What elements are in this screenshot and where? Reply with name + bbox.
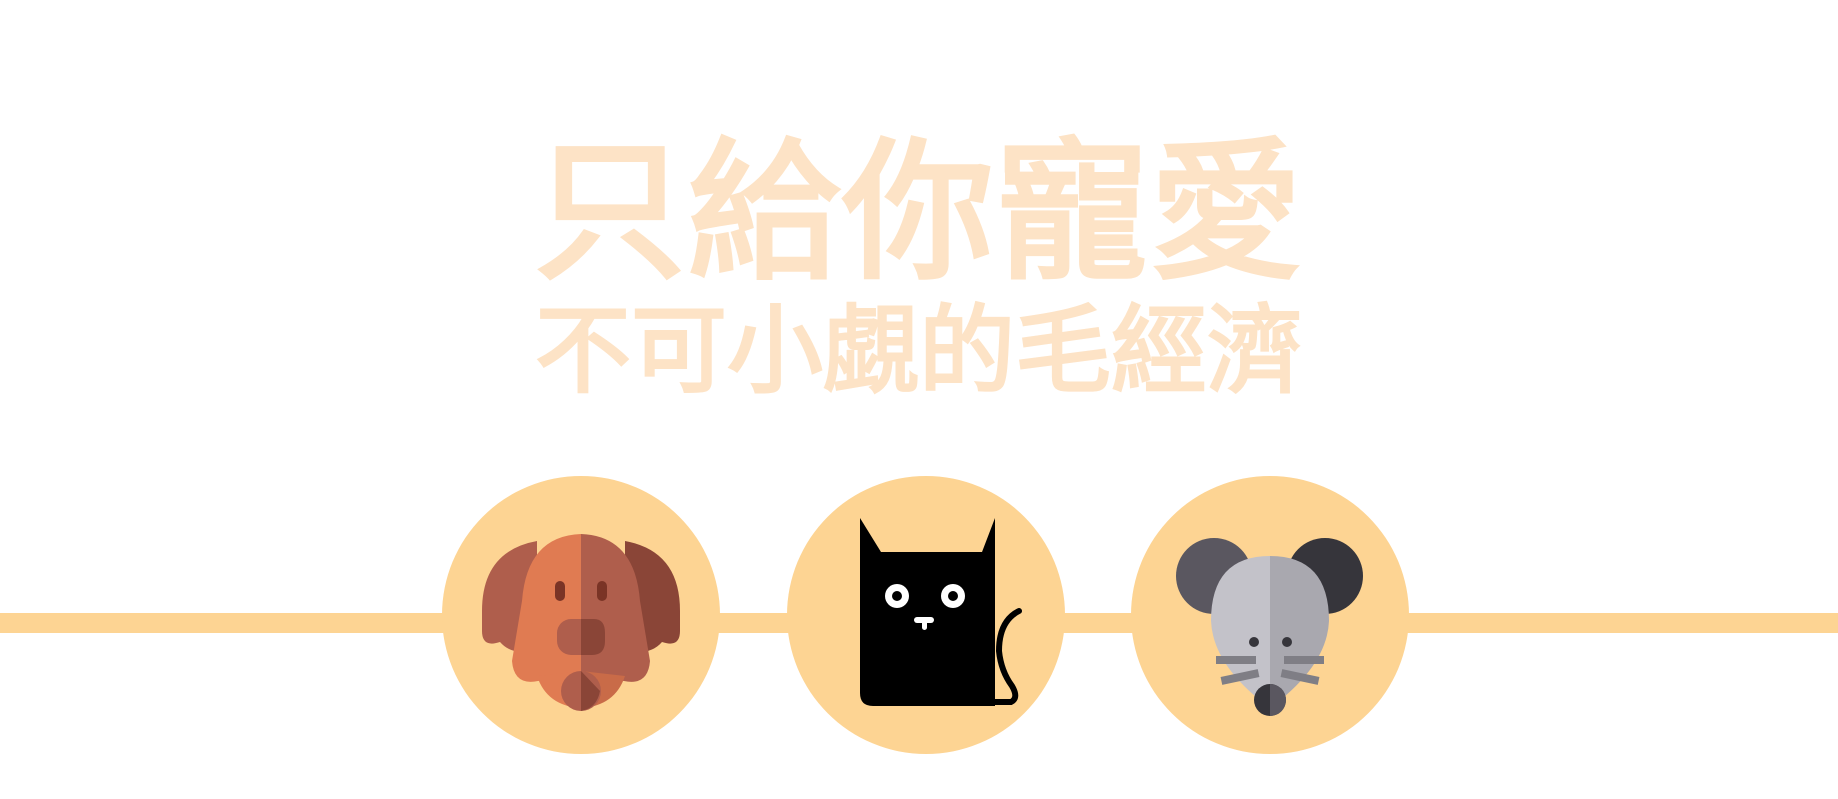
mouse-circle <box>1131 476 1409 754</box>
cat-circle <box>787 476 1065 754</box>
cat-icon <box>860 518 1022 706</box>
dog-circle <box>442 476 720 754</box>
mouse-icon <box>1176 538 1363 716</box>
dog-icon <box>482 534 680 711</box>
headline-title: 只給你寵愛 <box>534 124 1304 301</box>
headline-subtitle: 不可小覷的毛經濟 <box>535 295 1303 407</box>
